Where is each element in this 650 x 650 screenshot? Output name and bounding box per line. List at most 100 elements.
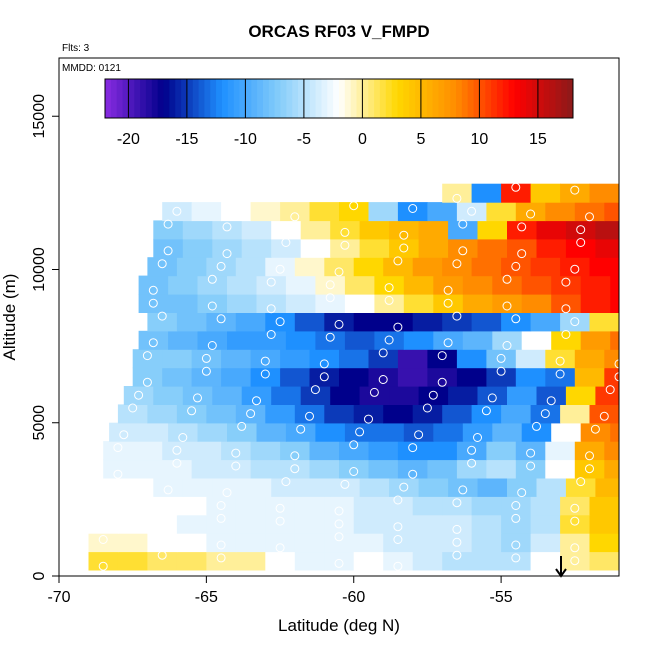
heatmap-cell — [309, 367, 340, 387]
colorbar-swatch — [420, 79, 428, 118]
colorbar-swatch — [555, 79, 562, 118]
x-tick-label: -60 — [342, 589, 365, 606]
heatmap-cell — [471, 404, 502, 424]
heatmap-cell — [330, 220, 361, 240]
heatmap-cell — [589, 312, 619, 332]
observation-point — [428, 390, 438, 400]
observation-point — [252, 396, 261, 406]
colorbar-swatch — [292, 79, 299, 118]
heatmap-cell — [339, 349, 370, 369]
heatmap-cell — [339, 202, 370, 222]
heatmap-cell — [501, 514, 532, 534]
heatmap-cell — [595, 477, 619, 497]
heatmap-cell — [397, 367, 428, 387]
heatmap-cell — [501, 312, 532, 332]
heatmap-cell — [147, 533, 178, 553]
heatmap-cell — [418, 220, 449, 240]
heatmap-cell — [403, 275, 434, 295]
y-axis: 0 5000 10000 15000 — [31, 94, 59, 580]
heatmap-cell — [271, 477, 302, 497]
colorbar-swatch — [116, 79, 123, 118]
heatmap-cell — [507, 386, 538, 405]
heatmap-cell — [330, 477, 361, 497]
heatmap-cell — [560, 312, 591, 332]
observation-point — [216, 501, 226, 510]
heatmap-cell — [324, 514, 355, 534]
colorbar-swatch — [286, 79, 293, 118]
observation-point — [452, 537, 462, 547]
heatmap-cell — [235, 312, 266, 332]
heatmap-cell — [221, 349, 252, 369]
observation-point — [630, 320, 638, 328]
colorbar-swatch — [432, 79, 439, 118]
heatmap-cell — [138, 330, 169, 350]
heatmap-cell — [94, 477, 125, 497]
heatmap-cell — [168, 294, 199, 313]
heatmap-cell — [486, 367, 517, 387]
colorbar-swatch — [379, 79, 387, 118]
heatmap-cell — [176, 551, 207, 571]
heatmap-cell — [147, 551, 178, 571]
observation-point — [636, 241, 644, 249]
heatmap-cell — [545, 349, 576, 369]
heatmap-cell — [640, 294, 650, 313]
heatmap-cell — [589, 496, 619, 516]
observation-point — [630, 189, 638, 197]
colorbar-swatch — [467, 79, 475, 118]
heatmap-cell — [250, 349, 281, 369]
heatmap-cell — [206, 514, 237, 534]
heatmap-cell — [442, 551, 473, 571]
heatmap-cell — [168, 422, 199, 442]
colorbar-swatch — [134, 79, 141, 118]
heatmap-cell — [153, 238, 184, 258]
heatmap-cell — [545, 367, 576, 387]
heatmap-cell — [462, 422, 493, 442]
observation-point — [561, 304, 571, 314]
observation-point — [266, 330, 276, 339]
observation-point — [502, 341, 512, 350]
observation-point — [511, 553, 521, 563]
heatmap-cell — [580, 330, 611, 350]
colorbar-swatch — [303, 79, 311, 118]
heatmap-cell — [344, 330, 375, 350]
observation-point — [467, 458, 477, 468]
heatmap-cell — [324, 312, 355, 332]
colorbar-swatch — [461, 79, 469, 118]
observation-point — [157, 537, 167, 547]
observation-point — [142, 351, 152, 361]
heatmap-cell — [147, 257, 178, 277]
colorbar-tick-label: 15 — [529, 131, 547, 148]
heatmap-cell — [412, 533, 443, 553]
observation-point — [452, 524, 462, 534]
colorbar-swatch — [403, 79, 410, 118]
heatmap-cell — [182, 386, 213, 405]
observation-point — [163, 219, 173, 229]
observation-point — [148, 298, 158, 308]
heatmap-cell — [227, 330, 258, 350]
heatmap-cell — [604, 459, 619, 479]
observation-point — [458, 219, 468, 229]
colorbar — [104, 78, 574, 119]
observation-point — [207, 301, 217, 311]
colorbar-swatch — [362, 79, 369, 118]
heatmap-cell — [176, 257, 207, 277]
heatmap-cell — [221, 441, 252, 461]
heatmap-cell — [285, 294, 316, 313]
colorbar-swatch — [456, 79, 463, 118]
colorbar-swatch — [438, 79, 445, 118]
heatmap-cell — [168, 275, 199, 295]
heatmap-cell — [501, 496, 532, 516]
heatmap-cell — [138, 294, 169, 313]
heatmap-cell — [221, 202, 252, 222]
heatmap-cell — [206, 312, 237, 332]
y-tick-label: 0 — [31, 571, 48, 580]
heatmap-cell — [477, 220, 508, 240]
heatmap-cell — [197, 330, 228, 350]
heatmap-cell — [383, 257, 414, 277]
y-tick-label: 15000 — [31, 94, 48, 139]
heatmap-cell — [619, 184, 649, 203]
colorbar-swatch — [444, 79, 451, 118]
heatmap-cell — [545, 202, 576, 222]
colorbar-swatch — [145, 79, 153, 118]
colorbar-swatch — [502, 79, 510, 118]
